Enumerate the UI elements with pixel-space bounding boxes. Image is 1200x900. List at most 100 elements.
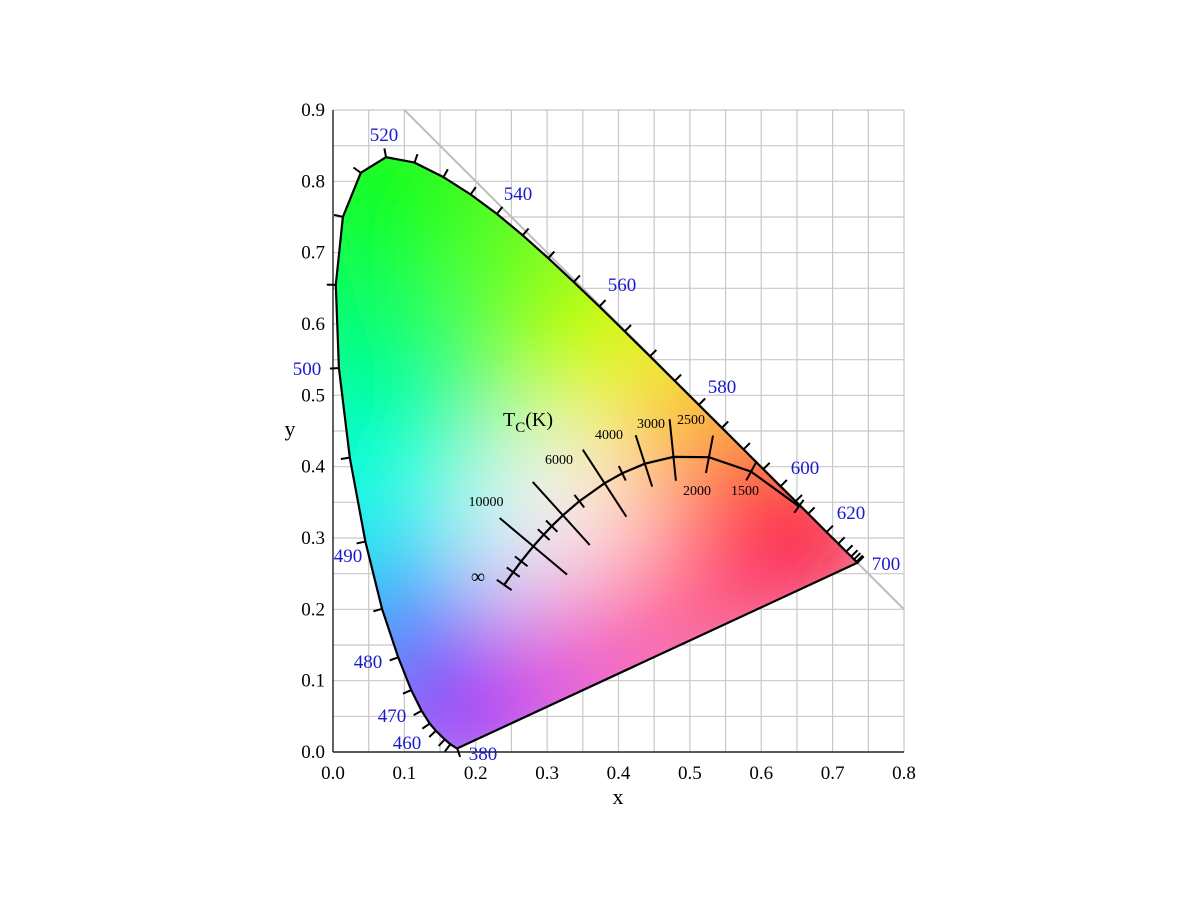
wavelength-label: 470 bbox=[378, 706, 407, 727]
x-tick-label: 0.1 bbox=[393, 763, 417, 784]
y-tick-label: 0.4 bbox=[301, 457, 325, 478]
x-tick-label: 0.4 bbox=[607, 763, 631, 784]
temperature-label: 2500 bbox=[677, 413, 705, 428]
wavelength-tick bbox=[762, 462, 771, 470]
x-tick-label: 0.2 bbox=[464, 763, 488, 784]
wavelength-tick bbox=[413, 709, 423, 716]
wavelength-tick bbox=[521, 227, 530, 236]
x-tick-label: 0.5 bbox=[678, 763, 702, 784]
infinity-label: ∞ bbox=[471, 566, 485, 588]
wavelength-tick bbox=[469, 186, 477, 196]
isotherm-tick bbox=[506, 566, 521, 578]
wavelength-tick bbox=[442, 168, 449, 178]
temperature-label: 4000 bbox=[595, 428, 623, 443]
wavelength-tick bbox=[853, 552, 862, 561]
isotherm-tick bbox=[514, 555, 529, 568]
isotherm-tick bbox=[496, 578, 513, 591]
y-tick-label: 0.1 bbox=[301, 671, 325, 692]
x-tick-label: 0.8 bbox=[892, 763, 916, 784]
wavelength-tick bbox=[421, 722, 431, 730]
y-tick-label: 0.2 bbox=[301, 599, 325, 620]
wavelength-ticks bbox=[326, 148, 865, 758]
y-tick-label: 0.6 bbox=[301, 314, 325, 335]
isotherm-tick bbox=[704, 435, 715, 474]
wavelength-label: 380 bbox=[469, 744, 498, 765]
y-tick-label: 0.5 bbox=[301, 385, 325, 406]
wavelength-tick bbox=[352, 166, 362, 174]
wavelength-tick bbox=[340, 456, 350, 460]
wavelength-label: 620 bbox=[837, 503, 866, 524]
wavelength-tick bbox=[573, 274, 581, 283]
tc-title: TC(K) bbox=[503, 409, 553, 436]
wavelength-tick bbox=[547, 250, 556, 259]
wavelength-tick bbox=[845, 544, 854, 553]
planckian-temperature-labels: 10000 6000 4000 3000 2500 2000 1500 ∞ bbox=[469, 413, 760, 588]
temperature-label: 3000 bbox=[637, 417, 665, 432]
wavelength-tick bbox=[856, 555, 865, 564]
wavelength-tick bbox=[779, 479, 788, 487]
wavelength-tick bbox=[444, 743, 452, 753]
isotherm-tick bbox=[745, 460, 758, 481]
isotherm-tick bbox=[793, 499, 805, 514]
wavelength-tick bbox=[383, 148, 388, 158]
wavelength-tick bbox=[649, 349, 658, 358]
wavelength-tick bbox=[389, 656, 399, 662]
wavelength-tick bbox=[807, 506, 816, 515]
isotherm-tick bbox=[668, 418, 677, 481]
wavelength-label: 490 bbox=[334, 546, 363, 567]
isotherm-tick bbox=[531, 481, 591, 546]
wavelength-label: 600 bbox=[791, 458, 820, 479]
temperature-label: 6000 bbox=[545, 453, 573, 468]
y-tick-label: 0.3 bbox=[301, 528, 325, 549]
x-axis: 0.0 0.1 0.2 0.3 0.4 0.5 0.6 0.7 0.8 bbox=[321, 763, 916, 784]
wavelength-tick bbox=[496, 206, 504, 215]
wavelength-tick bbox=[794, 494, 803, 503]
wavelength-tick bbox=[402, 689, 412, 695]
wavelength-tick bbox=[329, 366, 339, 370]
gamut-color-blob bbox=[563, 483, 674, 593]
wavelength-tick bbox=[356, 540, 366, 545]
wavelength-tick bbox=[437, 738, 446, 747]
wavelength-tick bbox=[825, 524, 834, 533]
wavelength-label: 500 bbox=[293, 359, 322, 380]
isotherm-tick bbox=[573, 494, 585, 509]
wavelength-tick bbox=[850, 549, 859, 558]
gamut-color-blob bbox=[645, 486, 806, 647]
y-tick-label: 0.8 bbox=[301, 171, 325, 192]
wavelength-label: 560 bbox=[608, 275, 637, 296]
isotherm-tick bbox=[617, 465, 627, 481]
isotherm-tick bbox=[499, 517, 568, 576]
temperature-label: 2000 bbox=[683, 484, 711, 499]
wavelength-label: 480 bbox=[354, 652, 383, 673]
temperature-label: 10000 bbox=[469, 495, 504, 510]
x-tick-label: 0.7 bbox=[821, 763, 845, 784]
x-tick-label: 0.0 bbox=[321, 763, 345, 784]
wavelength-tick bbox=[456, 748, 462, 758]
y-tick-label: 0.0 bbox=[301, 742, 325, 763]
wavelength-tick bbox=[674, 373, 682, 382]
y-axis: 0.0 0.1 0.2 0.3 0.4 0.5 0.6 0.7 0.8 0.9 bbox=[301, 100, 325, 763]
wavelength-tick bbox=[413, 153, 419, 163]
isotherm-tick bbox=[537, 528, 551, 541]
wavelength-tick bbox=[855, 554, 864, 563]
isotherm-tick bbox=[634, 434, 654, 487]
x-tick-label: 0.3 bbox=[535, 763, 559, 784]
wavelength-label: 460 bbox=[393, 733, 422, 754]
wavelength-labels: 380 460 470 480 490 500 520 540 560 580 600 620 700 bbox=[293, 125, 901, 765]
wavelength-tick bbox=[428, 730, 437, 738]
x-tick-label: 0.6 bbox=[749, 763, 773, 784]
y-tick-label: 0.7 bbox=[301, 243, 325, 264]
wavelength-tick bbox=[598, 299, 607, 308]
wavelength-label: 700 bbox=[872, 554, 901, 575]
wavelength-label: 580 bbox=[708, 377, 737, 398]
isotherm-tick bbox=[581, 449, 628, 518]
wavelength-tick bbox=[721, 420, 729, 429]
isotherm-tick bbox=[545, 519, 559, 533]
wavelength-label: 540 bbox=[504, 184, 533, 205]
planckian-isotherm-ticks bbox=[496, 418, 805, 591]
wavelength-tick bbox=[623, 324, 632, 333]
wavelength-label: 520 bbox=[370, 125, 399, 146]
temperature-label: 1500 bbox=[731, 484, 759, 499]
y-axis-title: y bbox=[285, 416, 296, 441]
